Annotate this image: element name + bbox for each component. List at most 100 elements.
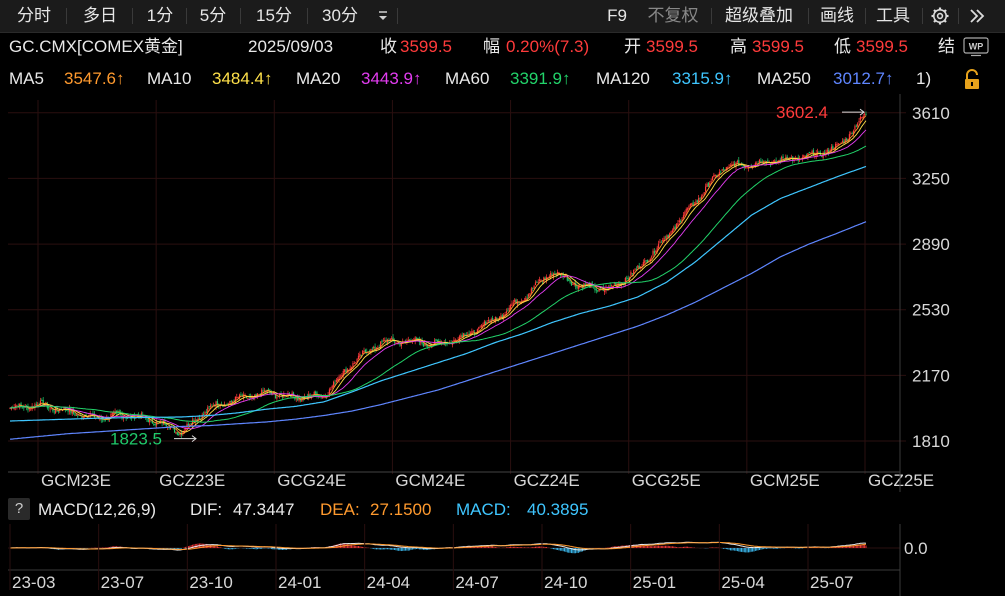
candle-body [125,418,127,420]
candle-body [154,424,156,425]
candle-body [34,404,36,409]
ma-more[interactable]: 1) [916,69,932,88]
macd-label: MACD: [456,500,511,519]
change-label: 幅 [483,37,500,56]
candle-body [267,389,270,391]
macd-indicator-label[interactable]: MACD(12,26,9) [38,500,157,519]
x-contract-label: GCM23E [41,471,111,490]
candle-body [350,367,353,369]
period-more-dropdown[interactable] [372,0,394,32]
x-date-label: 23-03 [12,573,55,592]
ma5-value: 3547.6↑ [64,69,125,88]
candle-body [716,175,718,177]
candle-body [659,241,661,243]
candle-body [9,408,11,410]
candle-body [261,389,263,397]
candle-body [634,268,636,270]
wp-badge[interactable]: WP [963,37,993,57]
candle-body [594,284,596,291]
candle-body [747,167,750,169]
candle-body [642,262,644,266]
tools-button[interactable]: 工具 [876,6,910,25]
candle-body [852,130,855,134]
candle-body [664,237,667,239]
candle-body [754,163,756,166]
candle-body [540,280,542,281]
x-date-label: 25-04 [721,573,764,592]
candle-body [816,151,819,154]
candle-body [584,283,586,286]
candle-body [274,394,277,399]
candle-body [588,283,591,288]
candle-body [821,156,823,157]
candle-body [355,362,357,364]
candle-body [721,169,723,171]
candle-body [96,416,98,419]
candle-body [230,400,232,403]
candle-body [609,285,611,287]
candle-body [187,423,189,426]
candle-body [566,276,568,281]
candle-body [77,415,79,417]
settings-button[interactable] [925,0,955,32]
help-button[interactable]: ? [8,498,30,520]
gear-icon [931,7,949,25]
candle-body [615,282,617,286]
candle-body [70,409,72,413]
candle-body [722,168,725,170]
candle-body [572,284,574,286]
period-tab-multiday[interactable]: 多日 [83,6,117,25]
toolbar-divider [307,8,308,24]
f9-button[interactable]: F9 [607,6,627,25]
period-tab-30min[interactable]: 30分 [322,6,358,25]
kline-chart[interactable]: 3610 3250 2890 2530 2170 1810 GCM23E GCZ23E GCG2… [0,94,1005,494]
candle-body [41,400,43,401]
candle-body [153,424,155,426]
candle-body [529,292,531,295]
candle-body [331,385,333,389]
candle-body [28,407,30,410]
candle-body [828,150,830,153]
candle-body [236,397,238,399]
candle-body [496,317,498,319]
candle-body [370,348,372,353]
candle-body [256,393,259,397]
candle-body [544,277,546,280]
no-adjust-button[interactable]: 不复权 [647,6,699,25]
period-tab-intraday[interactable]: 分时 [17,6,51,25]
candle-body [436,339,438,342]
candle-body [57,410,60,412]
x-contract-label: GCZ23E [159,471,225,490]
settle-label: 结 [938,37,955,56]
candle-body [295,398,297,400]
candle-body [458,336,461,341]
candle-body [793,158,795,161]
expand-button[interactable] [962,0,992,32]
candle-body [681,218,683,222]
period-tab-15min[interactable]: 15分 [256,6,292,25]
candle-body [772,161,774,163]
macd-chart[interactable]: 0.0 23-03 23-07 23-10 24-01 24-04 24-07 24-10 25… [0,524,1005,596]
super-overlay-button[interactable]: 超级叠加 [725,6,793,25]
candle-body [702,194,704,196]
candle-body [315,391,317,394]
lock-button[interactable] [962,69,982,100]
candle-body [60,408,62,410]
candle-body [237,397,239,398]
candle-body [651,256,653,258]
candle-body [332,381,335,387]
candle-body [418,338,420,343]
period-tab-1min[interactable]: 1分 [146,6,174,25]
draw-line-button[interactable]: 画线 [820,6,854,25]
candle-body [711,176,714,181]
candle-body [344,369,346,372]
candle-body [534,282,537,286]
candle-body [763,162,765,164]
high-marker-arrow [859,108,865,116]
candle-body [855,125,857,127]
candle-body [510,305,512,310]
period-tab-5min[interactable]: 5分 [199,6,227,25]
ma120-value: 3315.9↑ [672,69,733,88]
candle-body [475,334,477,335]
candle-body [841,141,844,143]
